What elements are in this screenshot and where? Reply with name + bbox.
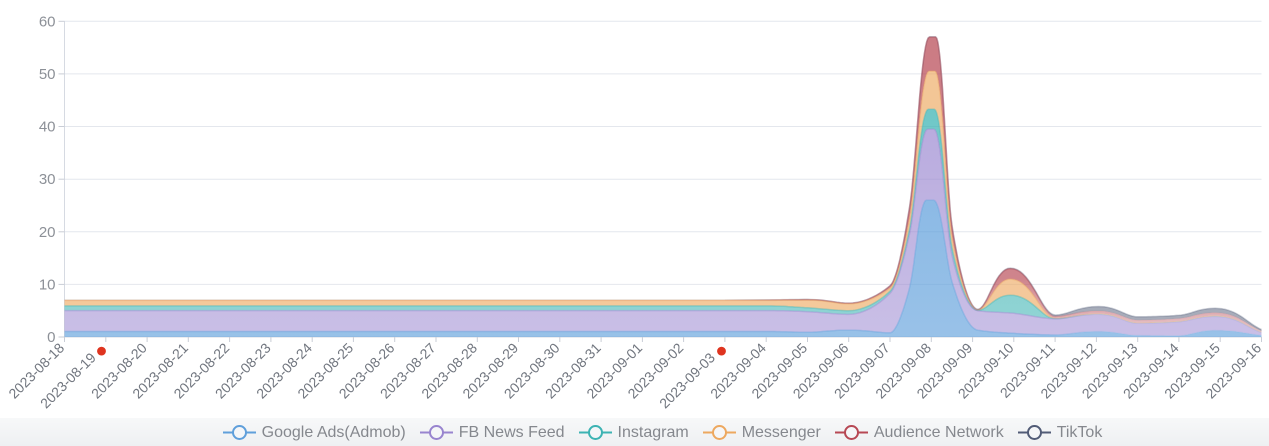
svg-text:10: 10 <box>39 276 56 293</box>
svg-text:60: 60 <box>39 13 56 30</box>
svg-text:30: 30 <box>39 171 56 188</box>
svg-text:50: 50 <box>39 66 56 83</box>
svg-text:20: 20 <box>39 224 56 241</box>
svg-text:0: 0 <box>47 329 55 346</box>
svg-text:40: 40 <box>39 119 56 136</box>
